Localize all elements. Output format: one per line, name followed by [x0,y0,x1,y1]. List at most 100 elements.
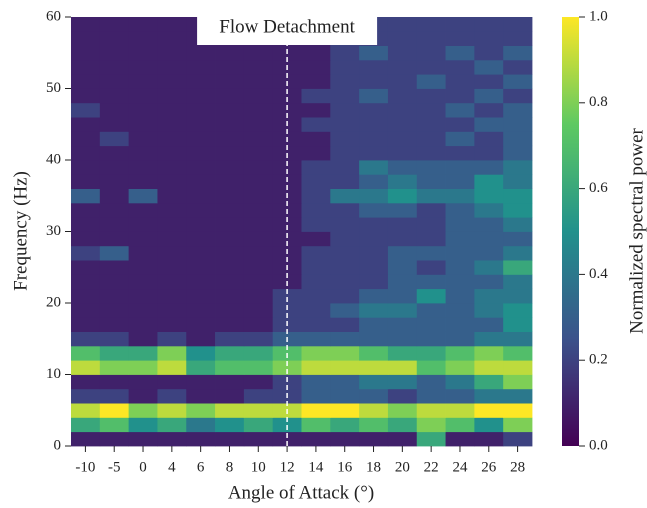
heatmap-cell [503,345,533,361]
heatmap-cell [416,431,446,447]
heatmap-cell [416,160,446,175]
heatmap-cell [128,260,158,275]
heatmap-cell [387,260,418,275]
y-tick-label: 0 [54,437,62,453]
heatmap-cell [359,388,389,404]
heatmap-cell [445,202,475,218]
heatmap-cell [186,131,216,147]
heatmap-cell [416,374,446,390]
heatmap-cell [157,274,187,290]
heatmap-cell [359,160,389,175]
heatmap-cell [416,317,446,332]
heatmap-cell [416,331,446,347]
heatmap-cell [359,145,389,161]
x-tick-label: 18 [366,459,381,475]
heatmap-cell [359,245,389,261]
heatmap-cell [359,331,389,347]
heatmap-cell [387,403,418,418]
heatmap-cell [71,117,101,132]
heatmap-cell [128,303,158,318]
heatmap-cell [128,117,158,132]
heatmap-cell [503,331,533,347]
heatmap-cell [359,403,389,418]
heatmap-cell [330,417,360,433]
heatmap-cell [330,317,360,332]
heatmap-cell [215,217,245,232]
heatmap-cell [416,217,446,232]
heatmap-cell [301,231,331,247]
heatmap-cell [71,260,101,275]
heatmap-cell [330,345,360,361]
heatmap-cell [359,88,389,104]
heatmap-cell [301,74,331,89]
heatmap-cell [416,174,446,189]
heatmap-cell [301,245,331,261]
heatmap-cell [71,188,101,204]
heatmap-cell [186,45,216,61]
heatmap-cell [186,217,216,232]
heatmap-cell [99,231,130,247]
heatmap-cell [157,288,187,304]
heatmap-cell [503,102,533,118]
heatmap-cell [359,317,389,332]
heatmap-cell [157,74,187,89]
heatmap-cell [186,274,216,290]
heatmap-cell [99,303,130,318]
y-axis-label: Frequency (Hz) [10,171,31,291]
heatmap-cell [359,59,389,75]
heatmap-cell [243,174,274,189]
heatmap-cell [157,17,187,32]
x-tick-label: 28 [510,459,525,475]
heatmap-cell [503,31,533,46]
heatmap-cell [301,59,331,75]
heatmap-cell [416,131,446,147]
heatmap-cell [301,288,331,304]
heatmap-cell [186,288,216,304]
heatmap-cell [157,260,187,275]
heatmap-cell [128,102,158,118]
heatmap-cell [99,160,130,175]
heatmap-cell [474,360,504,375]
heatmap-cell [301,102,331,118]
heatmap-cell [215,403,245,418]
heatmap-cell [445,431,475,447]
heatmap-cell [243,360,274,375]
heatmap-cell [359,174,389,189]
heatmap-cell [301,260,331,275]
heatmap-cell [301,374,331,390]
heatmap-cell [474,17,504,32]
heatmap-cell [99,74,130,89]
heatmap-cell [157,160,187,175]
heatmap-cell [387,74,418,89]
heatmap-cell [128,274,158,290]
heatmap-cell [71,331,101,347]
heatmap-cell [186,360,216,375]
heatmap-cell [71,160,101,175]
heatmap-cell [503,288,533,304]
heatmap-cell [215,331,245,347]
heatmap-cell [330,374,360,390]
heatmap-cell [157,145,187,161]
heatmap-cell [387,374,418,390]
heatmap-cell [503,431,533,447]
heatmap-cell [128,202,158,218]
heatmap-cell [387,388,418,404]
heatmap-cell [215,345,245,361]
heatmap-cell [503,188,533,204]
heatmap-cell [445,288,475,304]
heatmap-cell [387,360,418,375]
heatmap-cell [272,217,302,232]
heatmap-cell [503,245,533,261]
heatmap-cell [243,202,274,218]
heatmap-cell [157,345,187,361]
heatmap-cell [215,303,245,318]
heatmap-cell [186,174,216,189]
x-tick-label: 22 [424,459,439,475]
heatmap-cell [387,288,418,304]
heatmap-cell [243,317,274,332]
heatmap-cell [503,317,533,332]
heatmap-cell [445,188,475,204]
heatmap-cell [445,303,475,318]
heatmap-cell [359,102,389,118]
